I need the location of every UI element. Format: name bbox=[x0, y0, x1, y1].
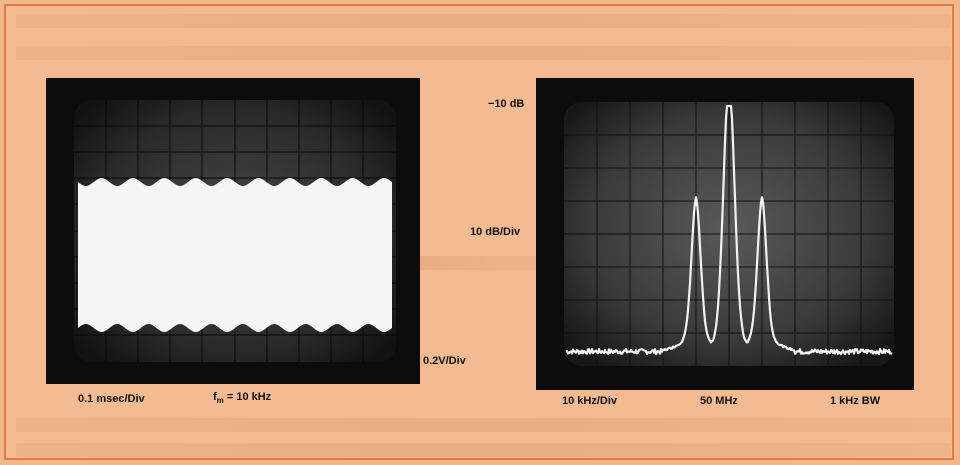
center-frequency-label: 50 MHz bbox=[700, 395, 738, 407]
modulation-frequency-label: fm = 10 kHz bbox=[213, 391, 272, 405]
spectrum-vertical-scale-label: 10 dB/Div bbox=[470, 226, 521, 238]
background-text-line bbox=[16, 14, 951, 28]
oscilloscope-time-domain bbox=[46, 78, 420, 384]
spectrum-trace bbox=[565, 104, 893, 356]
spectrum-horizontal-scale-label: 10 kHz/Div bbox=[562, 395, 618, 407]
spectrum-analyzer bbox=[536, 78, 914, 390]
vertical-scale-label: 0.2V/Div bbox=[423, 355, 466, 367]
am-waveform-display bbox=[74, 100, 396, 362]
bandwidth-label: 1 kHz BW bbox=[830, 395, 881, 407]
background-text-line bbox=[16, 418, 951, 432]
graticule-grid bbox=[564, 102, 894, 366]
time-scale-label: 0.1 msec/Div bbox=[78, 393, 145, 405]
reference-level-label: −10 dB bbox=[488, 98, 525, 110]
spectrum-display bbox=[564, 102, 894, 366]
background-text-line bbox=[16, 46, 951, 60]
background-text-line bbox=[16, 443, 951, 457]
spectrum-screen bbox=[564, 102, 894, 366]
am-envelope-band bbox=[78, 178, 392, 332]
oscilloscope-screen bbox=[74, 100, 396, 362]
